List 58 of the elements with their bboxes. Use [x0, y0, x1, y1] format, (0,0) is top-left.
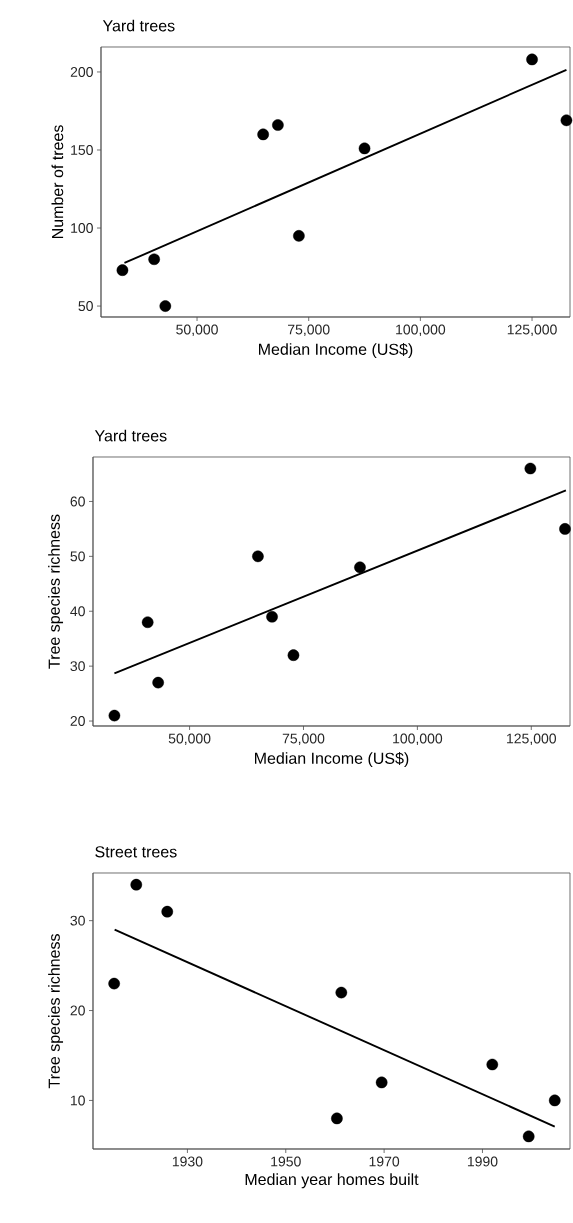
point [354, 561, 366, 574]
x-tick-label: 75,000 [282, 733, 325, 746]
point [272, 119, 284, 131]
y-tick-label: 50 [70, 551, 85, 562]
chart-title: Yard trees [94, 429, 167, 442]
point [148, 253, 160, 266]
y-tick-label: 30 [70, 661, 85, 672]
point [116, 264, 129, 276]
y-tick-label: 30 [70, 915, 85, 926]
x-tick-label: 50,000 [176, 324, 218, 337]
y-tick-label: 20 [70, 716, 85, 727]
x-axis-title: Median year homes built [245, 1173, 419, 1189]
x-tick-label: 1990 [467, 1156, 498, 1167]
point [252, 550, 264, 563]
point [522, 1130, 535, 1143]
x-tick-label: 1950 [271, 1156, 301, 1167]
y-axis-title: Number of trees [51, 125, 64, 239]
x-tick-label: 125,000 [507, 733, 557, 746]
point [141, 616, 154, 629]
point [287, 649, 300, 661]
point [108, 977, 120, 990]
x-tick-label: 1970 [369, 1156, 400, 1167]
y-tick-label: 40 [70, 606, 85, 617]
point [548, 1094, 561, 1107]
x-tick-label: 75,000 [288, 324, 330, 337]
point [331, 1112, 343, 1125]
y-axis-title: Tree species richness [48, 514, 64, 669]
point [358, 142, 371, 155]
chart-title: Yard trees [102, 19, 175, 32]
y-tick-label: 10 [70, 1095, 85, 1106]
x-tick-label: 1930 [172, 1156, 203, 1167]
y-axis-title: Tree species richness [48, 934, 64, 1089]
point [161, 905, 174, 918]
point [293, 230, 305, 242]
x-tick-label: 50,000 [168, 733, 211, 746]
point [159, 300, 172, 312]
y-tick-label: 100 [71, 223, 93, 233]
point [108, 709, 121, 722]
point [152, 676, 164, 689]
x-axis-title: Median Income (US$) [259, 342, 413, 359]
y-tick-label: 200 [70, 66, 93, 77]
point [266, 610, 278, 623]
point [257, 128, 269, 141]
point [486, 1058, 499, 1071]
y-tick-label: 50 [78, 301, 93, 312]
point [130, 878, 143, 891]
chart-title: Street trees [95, 846, 177, 858]
point [524, 462, 537, 475]
point [375, 1076, 388, 1089]
y-tick-label: 60 [70, 496, 85, 507]
y-tick-label: 20 [70, 1005, 85, 1016]
x-tick-label: 100,000 [396, 324, 446, 337]
x-tick-label: 100,000 [393, 733, 443, 746]
x-axis-title: Median Income (US$) [255, 751, 409, 768]
point [526, 53, 538, 66]
y-tick-label: 150 [71, 145, 93, 155]
x-tick-label: 125,000 [507, 324, 557, 337]
point [335, 986, 348, 999]
